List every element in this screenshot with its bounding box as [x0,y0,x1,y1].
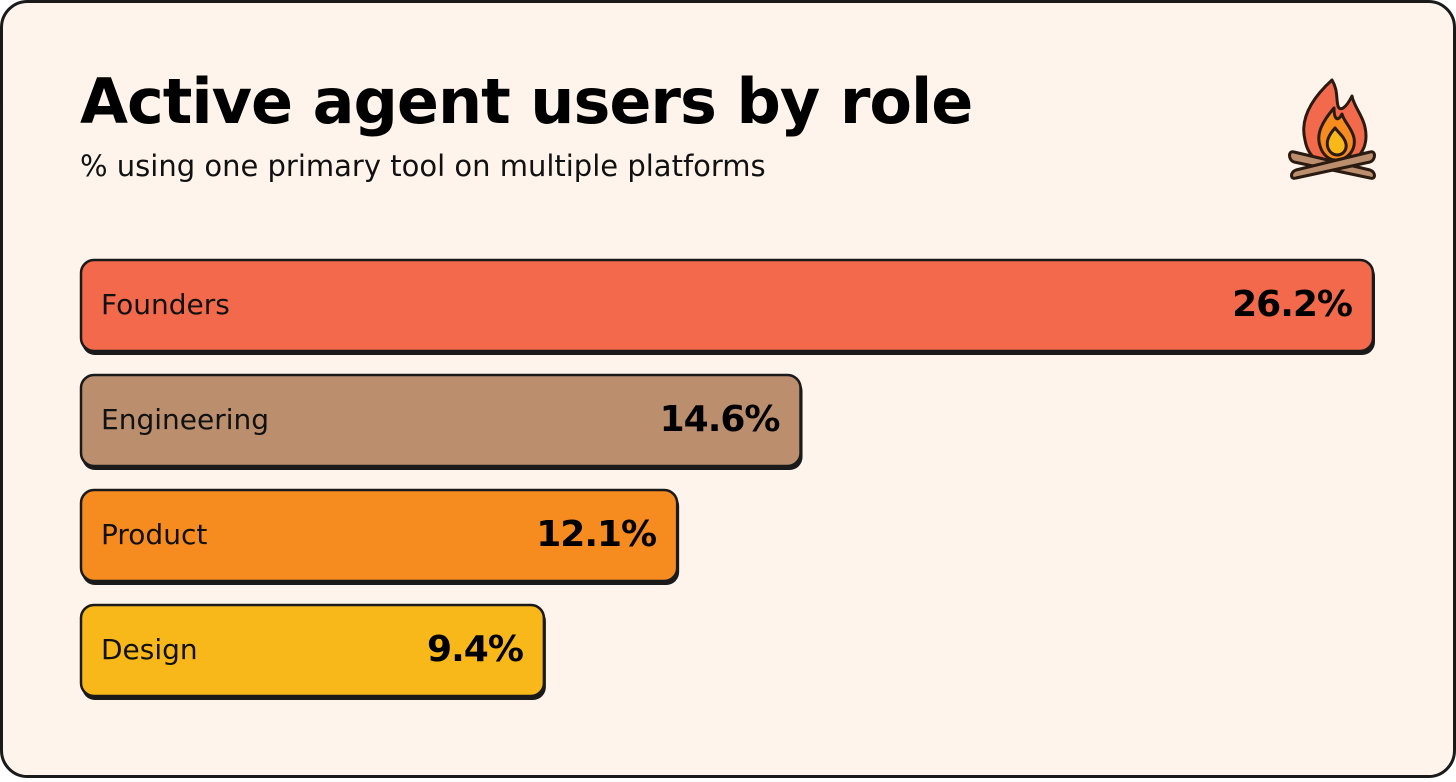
value-label: 26.2% [1232,284,1352,325]
category-label: Design [101,633,198,666]
value-label: 9.4% [427,629,523,670]
category-label: Product [101,518,207,551]
category-label: Engineering [101,403,269,436]
chart-title: Active agent users by role [80,65,972,138]
campfire-icon [1288,78,1376,180]
bar [79,488,679,583]
value-label: 14.6% [660,399,780,440]
bar [79,258,1375,353]
value-label: 12.1% [536,514,656,555]
category-label: Founders [101,288,230,321]
bar [79,603,546,698]
bar [79,373,802,468]
chart-subtitle: % using one primary tool on multiple pla… [80,149,766,183]
